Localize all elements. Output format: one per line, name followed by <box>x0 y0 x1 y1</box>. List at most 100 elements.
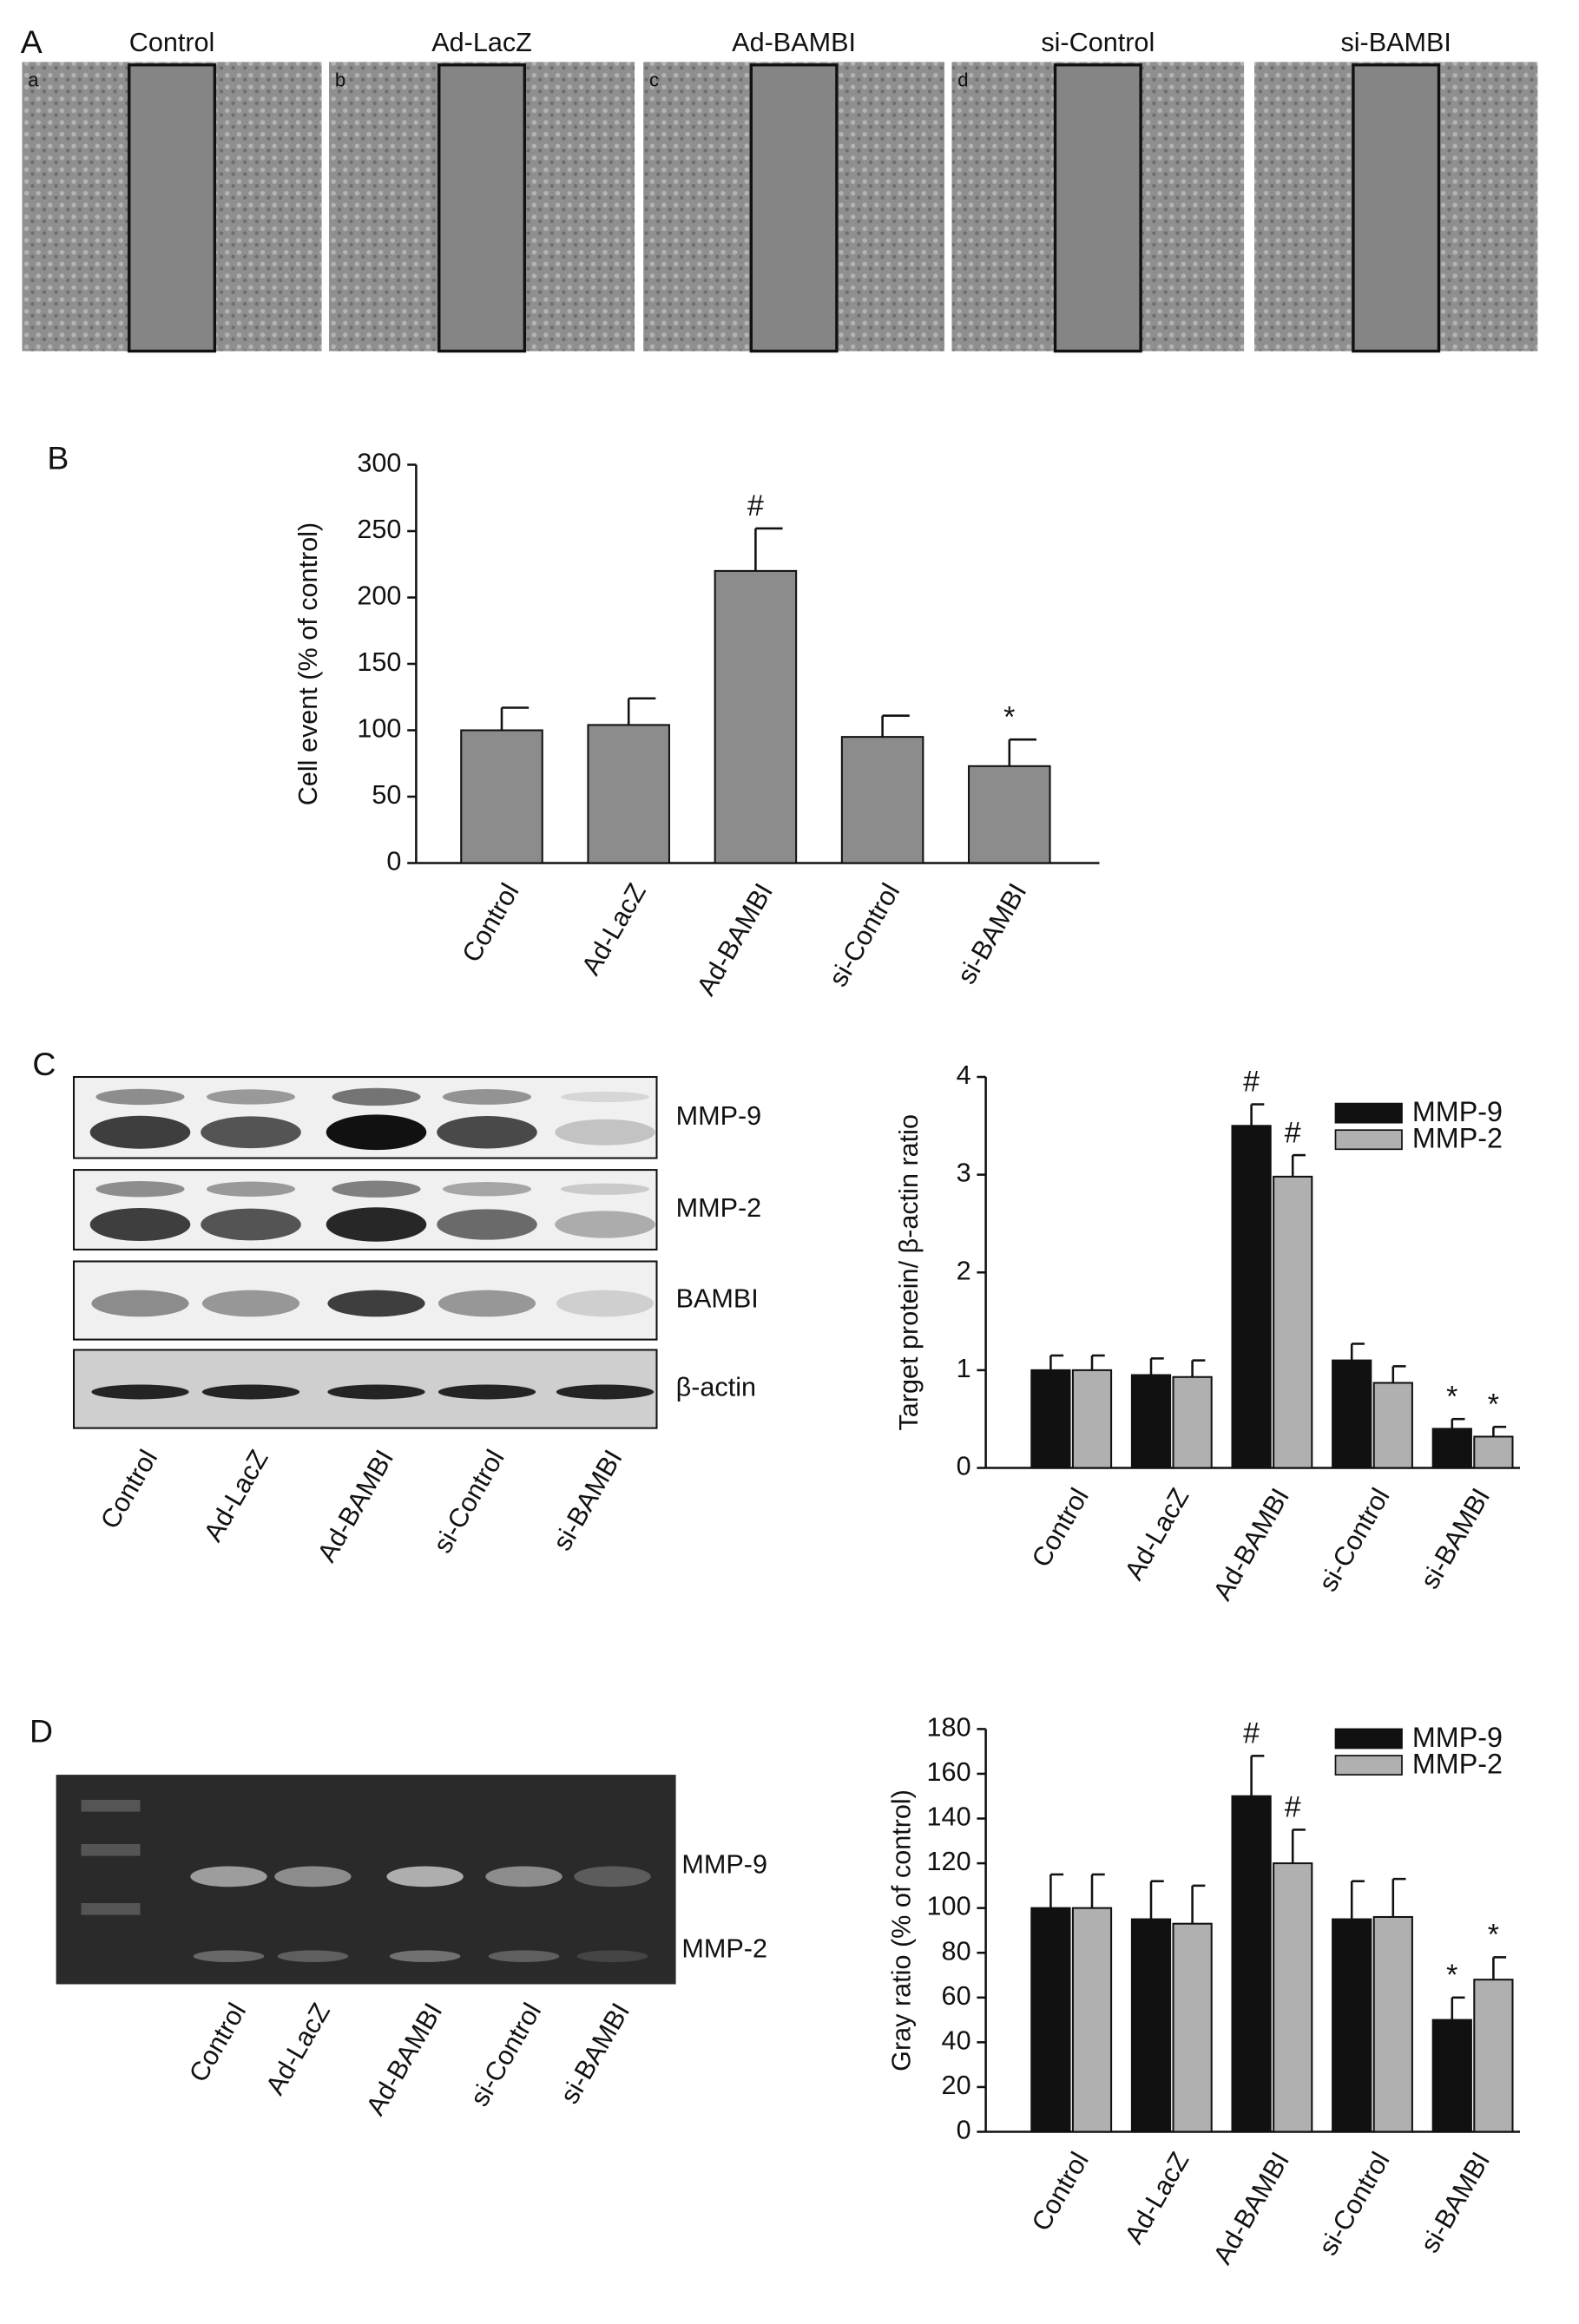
significance-mark: * <box>1003 700 1015 733</box>
gel-lane-label: Ad-LacZ <box>260 1999 336 2100</box>
significance-mark: * <box>1488 1388 1499 1421</box>
y-tick-label: 40 <box>942 2025 971 2055</box>
x-tick-label: si-Control <box>1313 2147 1396 2260</box>
blot-band <box>201 1290 300 1317</box>
blot-lane-label: Control <box>95 1445 163 1533</box>
bar <box>1172 1922 1213 2133</box>
x-tick-label: si-BAMBI <box>1415 2147 1496 2257</box>
blot-row-label: β-actin <box>676 1373 756 1402</box>
blot-band <box>438 1384 536 1400</box>
blot-band <box>91 1290 189 1317</box>
gel-band <box>386 1866 464 1887</box>
bar <box>1071 1907 1113 2133</box>
blot-band <box>201 1208 301 1241</box>
blot-band <box>327 1290 425 1317</box>
blot-band <box>561 1091 649 1103</box>
blot-band <box>561 1183 649 1195</box>
panel-label: B <box>47 439 69 476</box>
significance-mark: # <box>1243 1066 1260 1099</box>
bar <box>587 724 670 864</box>
bar <box>1273 1862 1313 2133</box>
wound-area <box>1053 63 1142 353</box>
legend-swatch <box>1334 1129 1403 1151</box>
bar <box>1372 1382 1413 1469</box>
wound-area <box>128 63 217 353</box>
bar <box>1332 1918 1372 2133</box>
image-letter: b <box>335 69 345 90</box>
blot-band <box>326 1207 427 1242</box>
gel-ladder <box>81 1844 141 1856</box>
bar <box>1130 1918 1172 2133</box>
blot-row-label: MMP-9 <box>676 1101 762 1131</box>
bar <box>1431 1428 1472 1469</box>
x-tick-label: si-Control <box>823 878 905 991</box>
bar <box>1473 1979 1514 2133</box>
x-tick-label: Ad-LacZ <box>1119 2147 1194 2249</box>
y-tick-label: 20 <box>942 2071 971 2100</box>
figure-content: A B C D Control a Ad-LacZ b Ad-BAMBI c si-Control d… <box>21 23 1538 2269</box>
y-tick-label: 1 <box>957 1354 971 1383</box>
y-tick-label: 120 <box>927 1847 971 1876</box>
image-title: si-Control <box>1041 28 1155 57</box>
y-tick-label: 140 <box>927 1802 971 1832</box>
y-tick-label: 150 <box>357 647 401 677</box>
significance-mark: * <box>1488 1919 1499 1952</box>
bar <box>840 736 924 864</box>
legend-label: MMP-2 <box>1412 1123 1503 1154</box>
blot-band <box>437 1209 537 1240</box>
bar <box>1030 1369 1071 1469</box>
wound-area <box>749 63 839 353</box>
x-tick-label: Control <box>457 878 525 967</box>
blot-band <box>207 1089 295 1105</box>
x-tick-label: si-Control <box>1313 1483 1396 1596</box>
y-tick-label: 3 <box>957 1159 971 1188</box>
y-tick-label: 4 <box>957 1060 971 1090</box>
y-tick-label: 250 <box>357 515 401 544</box>
y-tick-label: 100 <box>927 1892 971 1921</box>
bar <box>1231 1795 1272 2133</box>
blot-band <box>556 1384 655 1400</box>
gel <box>56 1775 676 1985</box>
y-tick-label: 0 <box>957 2116 971 2145</box>
y-tick-label: 160 <box>927 1757 971 1787</box>
x-tick-label: Ad-LacZ <box>1119 1483 1194 1585</box>
gel-lane-label: si-BAMBI <box>555 1999 635 2109</box>
bar <box>1030 1907 1071 2133</box>
blot-band <box>443 1089 531 1105</box>
panel-label: C <box>32 1046 56 1082</box>
y-tick-label: 0 <box>957 1452 971 1481</box>
x-tick-label: Control <box>1026 1483 1095 1572</box>
bar <box>1372 1915 1413 2133</box>
blot-band <box>91 1384 189 1400</box>
gel-row-label: MMP-9 <box>681 1850 767 1880</box>
bar <box>1273 1175 1313 1469</box>
y-axis-label: Target protein/ β-actin ratio <box>894 1114 924 1431</box>
bar <box>1231 1125 1272 1469</box>
x-tick-label: si-BAMBI <box>1415 1483 1496 1593</box>
gel-lane-label: si-Control <box>464 1999 547 2111</box>
blot-band <box>95 1088 185 1106</box>
x-tick-label: Ad-BAMBI <box>1207 1483 1295 1605</box>
bar <box>1172 1375 1213 1469</box>
y-tick-label: 60 <box>942 1981 971 2011</box>
blot-band <box>555 1211 655 1238</box>
y-axis-label: Gray ratio (% of control) <box>886 1789 916 2071</box>
legend-label: MMP-9 <box>1412 1096 1503 1127</box>
significance-mark: * <box>1446 1959 1457 1992</box>
blot-band <box>555 1119 655 1146</box>
bar <box>968 765 1051 864</box>
image-title: Ad-BAMBI <box>732 28 856 57</box>
bar <box>1431 2019 1472 2133</box>
gel-band <box>274 1866 352 1887</box>
y-tick-label: 80 <box>942 1936 971 1966</box>
image-letter: d <box>957 69 968 90</box>
y-axis-label: Cell event (% of control) <box>293 522 323 805</box>
bar <box>1071 1369 1113 1469</box>
blot-band <box>201 1384 300 1400</box>
blot-band <box>437 1116 537 1149</box>
gel-band <box>488 1950 560 1962</box>
blot-band <box>207 1181 295 1197</box>
significance-mark: # <box>1243 1717 1260 1750</box>
